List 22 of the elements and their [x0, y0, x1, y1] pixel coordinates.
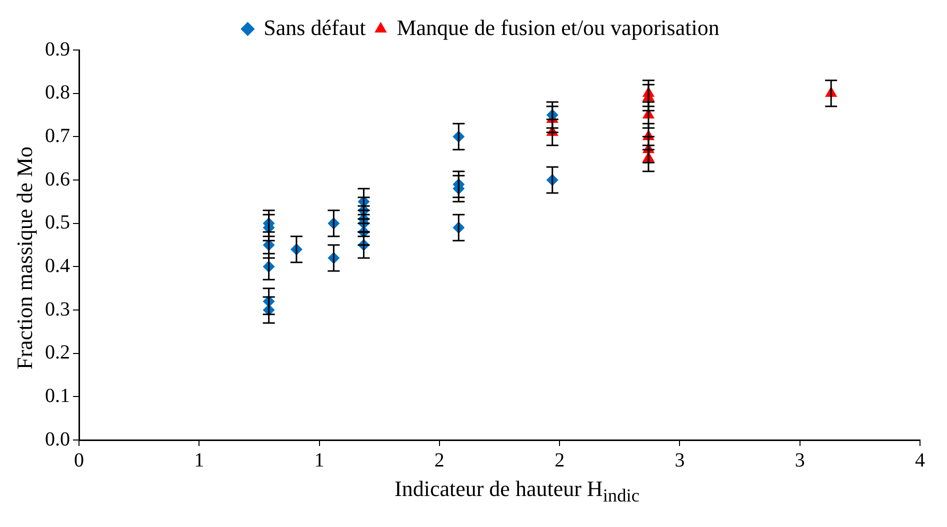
x-tick-label: 4	[915, 449, 925, 472]
x-tick-label: 3	[794, 449, 805, 472]
y-tick-label: 0.5	[45, 212, 70, 234]
legend-label: Sans défaut	[264, 14, 366, 40]
y-tick-label: 0.0	[45, 428, 70, 450]
y-tick-label: 0.3	[45, 298, 70, 320]
y-tick-label: 0.9	[45, 38, 70, 60]
y-tick-label: 0.7	[45, 124, 70, 147]
y-tick-label: 0.6	[45, 168, 70, 190]
x-tick-label: 3	[674, 449, 685, 472]
x-axis-title: Indicateur de hauteur H$_{indic}$	[394, 476, 640, 506]
y-axis-title: Fraction massique de Mo	[12, 146, 38, 370]
x-tick-label: 2	[554, 449, 565, 472]
legend-label: Manque de fusion et/ou vaporisation	[396, 14, 720, 40]
x-tick-label: 2	[434, 449, 444, 472]
x-tick-label: 0	[74, 449, 84, 472]
y-tick-label: 0.1	[45, 384, 70, 407]
y-tick-label: 0.2	[45, 342, 70, 364]
y-tick-label: 0.8	[45, 82, 70, 104]
x-tick-label: 1	[314, 449, 324, 472]
y-tick-label: 0.4	[45, 254, 70, 277]
x-tick-label: 1	[194, 449, 204, 472]
